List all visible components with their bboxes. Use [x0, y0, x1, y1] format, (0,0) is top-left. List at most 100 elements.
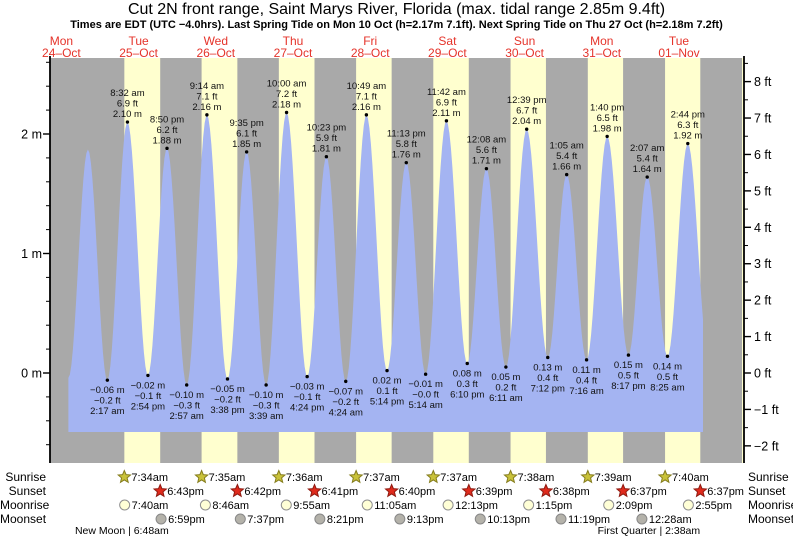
- day-name-label: Tue: [128, 34, 149, 48]
- day-name-label: Tue: [669, 34, 690, 48]
- high-tide-annotation: 1.64 m: [633, 164, 662, 175]
- low-tide-annotation: 0.1 ft: [376, 386, 397, 397]
- high-tide-annotation: 2.18 m: [272, 99, 301, 110]
- low-tide-annotation: 4:24 am: [329, 407, 363, 418]
- low-tide-annotation: 5:14 am: [408, 400, 442, 411]
- high-tide-annotation: 9:14 am: [190, 81, 224, 92]
- moonset-time-label: 6:59pm: [168, 514, 205, 526]
- tide-point-dot: [324, 155, 329, 159]
- day-name-label: Wed: [204, 34, 228, 48]
- high-tide-annotation: 8:50 pm: [150, 114, 184, 125]
- day-date-label: 30–Oct: [505, 46, 544, 60]
- moonset-time-label: 7:37pm: [247, 514, 284, 526]
- sunrise-time-label: 7:37am: [440, 472, 477, 484]
- sunset-star-icon: [461, 483, 477, 498]
- sunset-row-label-left: Sunset: [8, 484, 46, 498]
- low-tide-annotation: 0.05 m: [491, 372, 520, 383]
- day-date-label: 29–Oct: [428, 46, 467, 60]
- low-tide-annotation: 0.13 m: [533, 362, 562, 373]
- day-name-label: Sat: [438, 34, 457, 48]
- moonrise-time-label: 2:09pm: [616, 500, 653, 512]
- low-tide-annotation: 2:54 pm: [131, 401, 165, 412]
- day-date-label: 28–Oct: [351, 46, 390, 60]
- high-tide-annotation: 1:05 am: [550, 141, 584, 152]
- moonset-circle-icon: [474, 513, 486, 525]
- high-tide-annotation: 5.4 ft: [556, 151, 577, 162]
- sunset-time-label: 6:43pm: [167, 486, 204, 498]
- high-tide-annotation: 2:07 am: [630, 143, 664, 154]
- tide-point-dot: [264, 383, 268, 387]
- low-tide-annotation: −0.0 ft: [412, 390, 439, 401]
- low-tide-annotation: 0.08 m: [453, 368, 482, 379]
- chart-subtitle: Times are EDT (UTC −4.0hrs). Last Spring…: [70, 19, 723, 31]
- low-tide-annotation: −0.01 m: [408, 379, 443, 390]
- moonrise-circle-icon: [523, 499, 535, 511]
- moonrise-circle-icon: [682, 499, 694, 511]
- day-date-label: 31–Oct: [582, 46, 621, 60]
- low-tide-annotation: 3:38 pm: [210, 405, 244, 416]
- sunrise-time-label: 7:38am: [518, 472, 555, 484]
- low-tide-annotation: −0.03 m: [290, 382, 325, 393]
- sunrise-time-label: 7:37am: [363, 472, 400, 484]
- low-tide-annotation: 5:14 pm: [370, 397, 404, 408]
- left-axis-tick-label: 1 m: [21, 247, 42, 261]
- sunset-star-icon: [229, 483, 245, 498]
- tide-point-dot: [665, 354, 670, 358]
- high-tide-annotation: 5.4 ft: [637, 154, 658, 165]
- low-tide-annotation: −0.07 m: [328, 386, 363, 397]
- right-axis-tick-label: 6 ft: [754, 148, 772, 162]
- sunrise-time-label: 7:35am: [209, 472, 246, 484]
- high-tide-annotation: 1.92 m: [673, 131, 702, 142]
- tide-point-dot: [626, 353, 631, 357]
- low-tide-annotation: −0.2 ft: [214, 394, 241, 405]
- low-tide-annotation: 7:16 am: [569, 386, 603, 397]
- high-tide-annotation: 10:00 am: [267, 78, 307, 89]
- tide-point-dot: [105, 378, 110, 382]
- right-axis-tick-label: 0 ft: [754, 367, 772, 381]
- low-tide-annotation: 2:57 am: [170, 411, 204, 422]
- sunrise-time-label: 7:40am: [672, 472, 709, 484]
- tide-point-dot: [305, 374, 309, 379]
- sunset-time-label: 6:42pm: [244, 486, 281, 498]
- right-axis-tick-label: 8 ft: [754, 75, 772, 89]
- day-date-label: 25–Oct: [119, 46, 158, 60]
- moonset-circle-icon: [155, 513, 167, 525]
- sunset-row-label-right: Sunset: [748, 484, 786, 498]
- high-tide-annotation: 9:35 pm: [229, 118, 263, 129]
- high-tide-annotation: 1.85 m: [232, 139, 261, 150]
- low-tide-annotation: 0.3 ft: [457, 379, 478, 390]
- moonset-time-label: 12:28am: [649, 514, 692, 526]
- high-tide-annotation: 1.98 m: [593, 123, 622, 134]
- high-tide-annotation: 10:49 am: [347, 81, 387, 92]
- sunrise-star-icon: [580, 469, 596, 484]
- sunrise-row-label-right: Sunrise: [748, 470, 789, 484]
- moonset-circle-icon: [555, 513, 567, 525]
- high-tide-annotation: 6.2 ft: [156, 125, 177, 136]
- tide-curve: [68, 112, 703, 432]
- sunrise-star-icon: [348, 469, 364, 484]
- day-date-label: 24–Oct: [42, 46, 81, 60]
- sunset-time-label: 6:37pm: [707, 486, 744, 498]
- tide-point-dot: [686, 141, 690, 146]
- sunrise-time-label: 7:34am: [131, 472, 168, 484]
- high-tide-annotation: 1.81 m: [312, 144, 341, 155]
- sunrise-star-icon: [271, 469, 287, 484]
- high-tide-annotation: 6.9 ft: [436, 97, 457, 108]
- low-tide-annotation: 0.11 m: [572, 365, 600, 376]
- low-tide-annotation: 0.5 ft: [618, 371, 639, 382]
- sunset-star-icon: [152, 483, 168, 498]
- right-axis-tick-label: −1 ft: [754, 403, 779, 417]
- low-tide-annotation: 0.15 m: [614, 360, 643, 371]
- low-tide-annotation: −0.3 ft: [253, 400, 280, 411]
- low-tide-annotation: −0.2 ft: [94, 396, 121, 407]
- left-axis-tick-label: 2 m: [21, 128, 42, 142]
- high-tide-annotation: 2.11 m: [432, 108, 460, 119]
- low-tide-annotation: −0.06 m: [90, 385, 125, 396]
- sunset-time-label: 6:38pm: [553, 486, 590, 498]
- moon-phase-note: New Moon | 6:48am: [75, 525, 169, 537]
- moonset-circle-icon: [394, 513, 406, 525]
- tide-point-dot: [423, 372, 428, 376]
- tide-point-dot: [524, 127, 529, 131]
- high-tide-annotation: 7.1 ft: [356, 91, 377, 102]
